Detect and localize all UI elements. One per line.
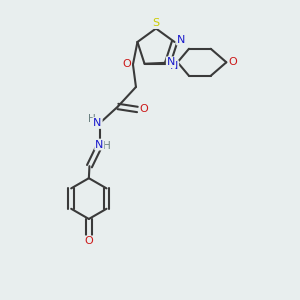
Text: O: O: [85, 236, 93, 247]
Text: N: N: [93, 118, 102, 128]
Text: N: N: [170, 61, 178, 71]
Text: N: N: [95, 140, 103, 150]
Text: O: O: [140, 104, 148, 115]
Text: N: N: [167, 57, 175, 67]
Text: O: O: [122, 59, 131, 70]
Text: H: H: [103, 141, 110, 151]
Text: N: N: [177, 34, 185, 45]
Text: H: H: [88, 114, 95, 124]
Text: S: S: [152, 18, 160, 28]
Text: O: O: [229, 57, 237, 67]
